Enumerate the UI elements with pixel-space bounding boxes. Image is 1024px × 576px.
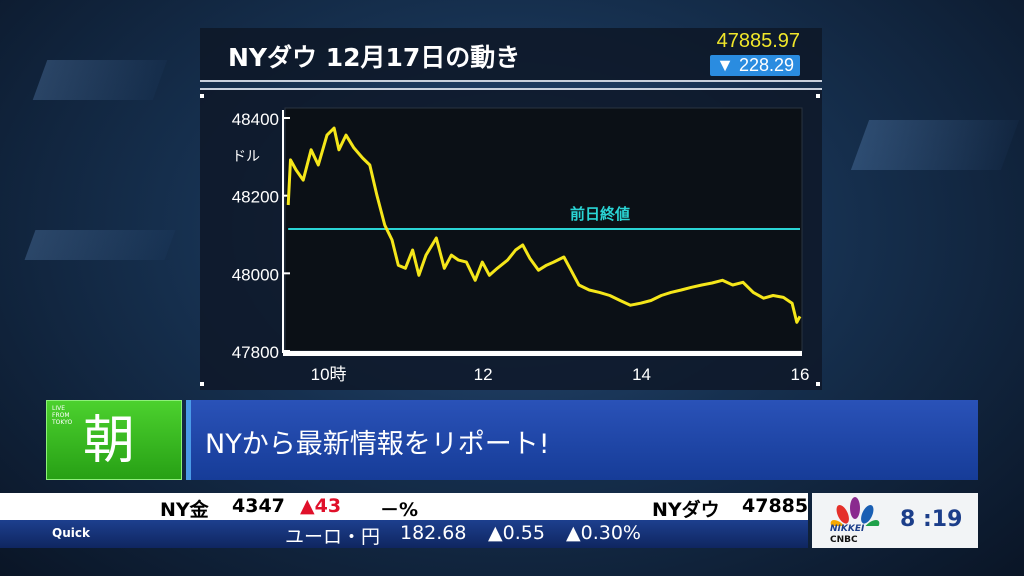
- reference-line-label: 前日終値: [570, 205, 630, 223]
- y-axis-unit: ドル: [232, 149, 260, 165]
- frame-corner: [816, 94, 820, 98]
- frame-corner: [200, 382, 204, 386]
- x-tick-label: 12: [474, 365, 493, 384]
- x-tick-label: 16: [791, 365, 810, 384]
- x-axis: [283, 351, 802, 356]
- y-tick-label: 48200: [232, 188, 279, 207]
- ticker-row-2: Quick ユーロ・円 182.68 ▲0.55 ▲0.30%: [0, 520, 808, 548]
- background-decoration: [850, 120, 1020, 170]
- ticker-row-1: NY金 4347 ▲43 －% NYダウ 47885: [0, 493, 809, 521]
- ticker-label: NY金: [160, 499, 209, 521]
- headline-banner: NYから最新情報をリポート!: [186, 400, 978, 480]
- ticker-label: ユーロ・円: [285, 526, 381, 548]
- price-line: [286, 126, 802, 324]
- quick-source-logo: Quick: [52, 526, 90, 540]
- x-tick-label: 14: [632, 365, 651, 384]
- nikkei-cnbc-logo: NIKKEI CNBC 8 :19: [812, 493, 978, 548]
- logo-text: CNBC: [830, 535, 858, 545]
- y-tick-label: 48400: [232, 110, 279, 129]
- ticker-change: ▲43: [300, 495, 342, 517]
- line-chart: 48400 48200 48000 47800 ドル 10時 12 14 16 前日終値: [200, 94, 820, 386]
- clock: 8 :19: [900, 507, 963, 532]
- ticker-label: NYダウ: [652, 499, 720, 521]
- chart-title-bar: NYダウ 12月17日の動き 47885.97 ▼ 228.29: [200, 28, 822, 82]
- logo-text: NIKKEI: [830, 524, 865, 534]
- live-from-tokyo-label: LIVE FROM TOKYO: [52, 405, 73, 426]
- ticker-value: 47885: [742, 495, 809, 517]
- chart-title: NYダウ 12月17日の動き: [228, 43, 521, 72]
- program-name: 朝: [83, 411, 136, 471]
- background-decoration: [24, 230, 176, 260]
- ticker-value: 182.68: [400, 522, 467, 544]
- ticker-change: ▲0.55: [488, 522, 545, 544]
- headline-text: NYから最新情報をリポート!: [205, 429, 550, 460]
- frame-corner: [816, 382, 820, 386]
- dow-change-badge: ▼ 228.29: [710, 55, 800, 76]
- y-tick-label: 47800: [232, 343, 279, 362]
- ticker-pct: －%: [380, 499, 419, 521]
- frame-corner: [200, 94, 204, 98]
- program-logo: LIVE FROM TOKYO 朝: [46, 400, 182, 480]
- background-decoration: [32, 60, 168, 100]
- peacock-icon: [830, 497, 880, 526]
- x-tick-label: 10時: [311, 365, 347, 384]
- y-tick-label: 48000: [232, 265, 279, 284]
- ticker-pct: ▲0.30%: [566, 522, 641, 544]
- dow-price: 47885.97: [716, 30, 800, 52]
- ticker-value: 4347: [232, 495, 285, 517]
